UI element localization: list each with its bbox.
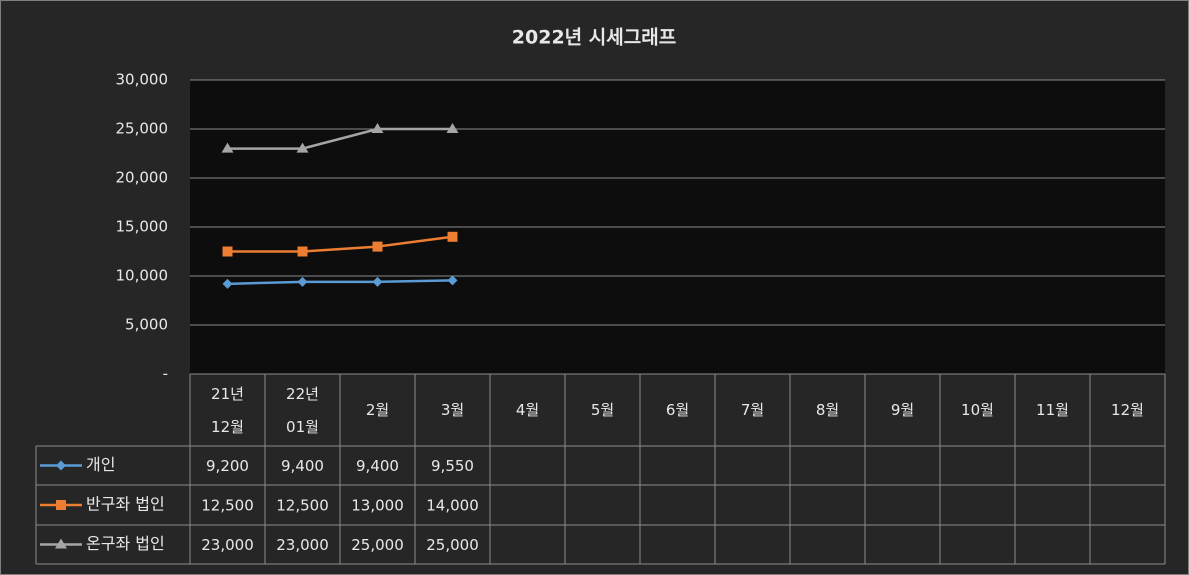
x-tick-label-box: 2월 [365, 401, 390, 419]
x-tick-label-box: 6월 [665, 401, 690, 419]
series-line [227, 235, 453, 253]
x-tick-label: 11월 [1036, 401, 1069, 419]
y-tick-label: 25,000 [116, 120, 169, 138]
x-tick-label-box: 7월 [740, 401, 765, 419]
marker [446, 123, 459, 133]
series-line [227, 279, 453, 286]
table-value: 25,000 [426, 536, 479, 554]
marker [447, 275, 458, 286]
x-tick-label: 2월 [365, 401, 390, 419]
x-tick-label: 21년 12월 [211, 384, 244, 436]
table-value: 25,000 [351, 536, 404, 554]
x-tick-label-box: 21년 12월 [211, 384, 244, 436]
x-tick-label-box: 22년 01월 [286, 384, 319, 436]
legend-label: 반구좌 법인 [86, 495, 165, 514]
x-tick-label-box: 4월 [515, 401, 540, 419]
table-value: 13,000 [351, 497, 404, 515]
x-tick-label: 22년 01월 [286, 384, 319, 436]
y-tick-label: 10,000 [116, 267, 169, 285]
table-value: 9,550 [431, 457, 474, 475]
marker [371, 123, 384, 133]
table-value: 12,500 [201, 497, 254, 515]
table-value: 23,000 [276, 536, 329, 554]
y-tick-label: 20,000 [116, 169, 169, 187]
marker [222, 246, 233, 257]
marker [372, 241, 383, 252]
x-tick-label-box: 11월 [1036, 401, 1069, 419]
marker [56, 460, 66, 471]
x-tick-label: 9월 [890, 401, 915, 419]
x-tick-label: 4월 [515, 401, 540, 419]
x-tick-label: 3월 [440, 401, 465, 419]
table-value: 14,000 [426, 497, 479, 515]
table-value: 9,400 [356, 457, 399, 475]
y-tick-label: - [163, 365, 168, 383]
legend-label: 온구좌 법인 [86, 534, 165, 553]
chart-title: 2022년 시세그래프 [512, 27, 676, 49]
marker [222, 278, 233, 289]
y-tick-label: 15,000 [116, 218, 169, 236]
table-value: 9,200 [206, 457, 249, 475]
y-tick-label: 5,000 [125, 316, 168, 334]
marker [55, 538, 67, 549]
series-line [227, 127, 453, 150]
marker [221, 142, 234, 153]
x-tick-label-box: 10월 [961, 401, 994, 419]
marker [447, 231, 458, 242]
table-value: 23,000 [201, 536, 254, 554]
x-tick-label: 8월 [815, 401, 840, 419]
y-tick-label: 30,000 [116, 71, 169, 89]
x-tick-label-box: 3월 [440, 401, 465, 419]
table-value: 12,500 [276, 497, 329, 515]
x-tick-label-box: 12월 [1111, 401, 1144, 419]
marker [372, 276, 383, 287]
x-tick-label: 5월 [590, 401, 615, 419]
x-tick-label-box: 5월 [590, 401, 615, 419]
x-tick-label: 12월 [1111, 401, 1144, 419]
marker [56, 500, 66, 510]
marker [296, 142, 309, 153]
marker [297, 276, 308, 287]
x-tick-label: 6월 [665, 401, 690, 419]
x-tick-label-box: 9월 [890, 401, 915, 419]
x-tick-label: 10월 [961, 401, 994, 419]
x-tick-label: 7월 [740, 401, 765, 419]
marker [297, 246, 308, 257]
legend-label: 개인 [86, 455, 115, 474]
table-value: 9,400 [281, 457, 324, 475]
x-tick-label-box: 8월 [815, 401, 840, 419]
